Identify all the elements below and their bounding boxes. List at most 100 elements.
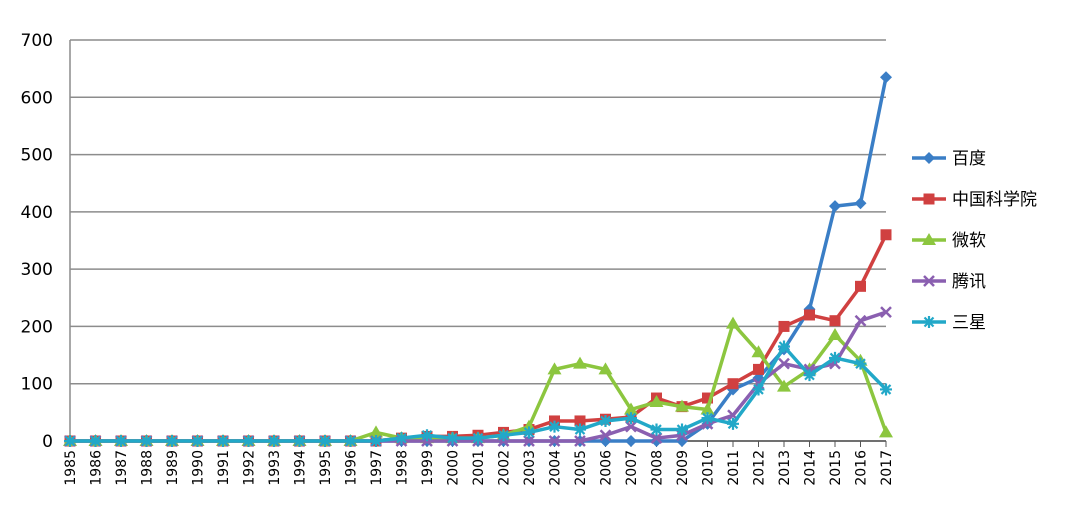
data-point [64,435,76,447]
x-tick-label: 1995 [318,450,334,486]
data-point [395,432,408,445]
data-point [268,435,280,447]
data-point [369,425,383,438]
data-point [828,328,842,341]
x-tick-label: 2002 [497,450,513,486]
grid-lines [70,39,886,442]
data-point [140,435,153,447]
data-point [676,423,688,436]
legend-swatch-marker [922,233,936,245]
x-tick-label: 1997 [369,450,385,486]
x-tick-label: 1998 [395,450,411,486]
data-point [598,362,613,375]
data-point [548,435,561,447]
data-point [573,356,587,369]
legend-swatch-marker [923,316,935,328]
data-point [855,280,866,292]
x-tick-label: 2009 [675,450,691,486]
data-point [370,435,382,447]
legend-entry: 中国科学院 [912,190,1037,210]
x-tick-label: 2006 [599,450,615,486]
x-tick-label: 2005 [573,450,589,486]
data-point [650,432,663,445]
data-point [880,306,892,318]
data-point [599,429,612,442]
series-group [63,71,893,447]
y-tick-label: 100 [21,375,53,395]
data-point [727,378,739,390]
legend-label: 三星 [952,313,986,333]
x-tick-label: 2017 [879,450,895,486]
y-tick-label: 0 [42,432,53,452]
x-tick-label: 1999 [420,450,436,486]
data-point [574,435,586,447]
data-point [753,363,764,375]
legend-swatch-marker [923,275,935,287]
y-axis: 0 100 200 300 400 500 600 700 [21,31,71,452]
x-tick-label: 2001 [471,450,487,486]
x-tick-label: 2008 [650,450,666,486]
x-tick-label: 2000 [446,450,462,486]
y-tick-label: 200 [21,317,53,337]
data-point [217,435,229,447]
x-tick-label: 1992 [242,450,258,486]
data-point [803,369,816,382]
data-point [472,432,484,445]
y-tick-label: 500 [21,146,53,166]
data-point [829,200,841,213]
series-0 [64,71,892,447]
data-point [574,415,586,427]
data-point [625,435,637,447]
x-tick-label: 1989 [165,450,181,486]
data-point [650,423,663,436]
data-point [702,392,713,404]
data-point [778,357,790,370]
data-point [879,425,893,438]
data-point [242,435,255,447]
data-point [574,423,586,436]
data-point [727,417,739,430]
x-tick-label: 1987 [114,450,130,486]
series-2 [63,316,893,446]
x-tick-label: 2013 [777,450,793,486]
data-point [599,414,612,427]
data-point [880,383,892,396]
data-point [523,426,535,439]
data-point [726,316,740,329]
data-point [854,197,867,210]
data-point [446,432,459,445]
data-point [548,420,561,433]
legend-label: 中国科学院 [952,190,1037,210]
data-point [166,435,178,447]
x-tick-label: 2016 [854,450,870,486]
data-point [115,435,127,447]
series-1 [64,229,892,447]
data-point [804,309,815,321]
data-point [700,402,715,415]
data-point [854,357,867,370]
x-tick-label: 2010 [701,450,717,486]
legend-label: 腾讯 [952,272,986,292]
data-point [523,435,535,447]
data-point [625,412,637,425]
x-tick-label: 1988 [140,450,156,486]
legend-swatch-marker [923,193,935,205]
x-tick-label: 1991 [216,450,232,486]
x-tick-label: 1986 [89,450,105,486]
data-point [89,435,102,447]
legend-entry: 百度 [912,149,986,169]
x-tick-label: 1990 [191,450,207,486]
x-tick-label: 2004 [548,450,564,486]
data-point [624,402,638,415]
y-tick-label: 300 [21,260,53,280]
y-tick-label: 600 [21,88,53,108]
data-point [547,362,562,375]
data-point [829,315,841,327]
data-point [675,399,689,412]
data-point [344,435,357,447]
y-tick-label: 400 [21,203,53,223]
series-line [70,310,887,443]
x-tick-label: 2003 [522,450,538,486]
